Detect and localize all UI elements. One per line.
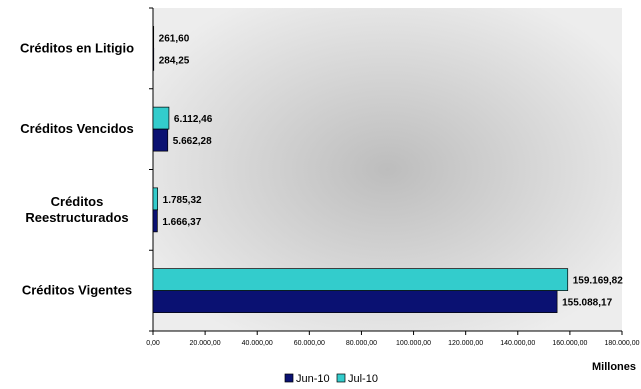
x-tick-label: 0,00 xyxy=(146,340,160,347)
category-label: Créditos xyxy=(51,194,104,209)
bar-jun-10 xyxy=(152,290,558,313)
bar-jul-10 xyxy=(152,268,569,291)
category-label: Reestructurados xyxy=(25,210,128,225)
x-tick-label: 80.000,00 xyxy=(346,340,377,347)
data-label: 6.112,46 xyxy=(174,114,213,125)
category-label: Créditos Vigentes xyxy=(22,283,132,298)
legend-swatch xyxy=(284,373,294,383)
bar-jul-10 xyxy=(152,106,170,130)
data-label: 159.169,82 xyxy=(573,276,623,287)
data-label: 1.666,37 xyxy=(162,217,201,228)
bar-jul-10 xyxy=(152,26,155,49)
data-label: 155.088,17 xyxy=(562,298,612,309)
x-tick-label: 100.000,00 xyxy=(396,340,431,347)
x-tick-label: 180.000,00 xyxy=(604,340,639,347)
x-axis-label: Millones xyxy=(592,361,636,373)
x-tick-label: 140.000,00 xyxy=(500,340,535,347)
x-tick-label: 20.000,00 xyxy=(190,340,221,347)
category-label: Créditos Vencidos xyxy=(20,121,133,136)
legend-entry: Jul-10 xyxy=(348,373,378,385)
data-label: 261,60 xyxy=(159,33,190,44)
data-label: 1.785,32 xyxy=(163,195,202,206)
x-tick-label: 120.000,00 xyxy=(448,340,483,347)
legend-entry: Jun-10 xyxy=(296,373,330,385)
bar-jun-10 xyxy=(152,209,158,233)
x-tick-label: 40.000,00 xyxy=(242,340,273,347)
data-label: 5.662,28 xyxy=(173,136,212,147)
bar-jul-10 xyxy=(152,187,159,211)
bar-jun-10 xyxy=(152,48,155,71)
bar-jun-10 xyxy=(152,128,169,152)
x-tick-label: 60.000,00 xyxy=(294,340,325,347)
legend-swatch xyxy=(336,373,346,383)
data-label: 284,25 xyxy=(159,55,190,66)
category-label: Créditos en Litigio xyxy=(20,40,134,55)
x-tick-label: 160.000,00 xyxy=(552,340,587,347)
